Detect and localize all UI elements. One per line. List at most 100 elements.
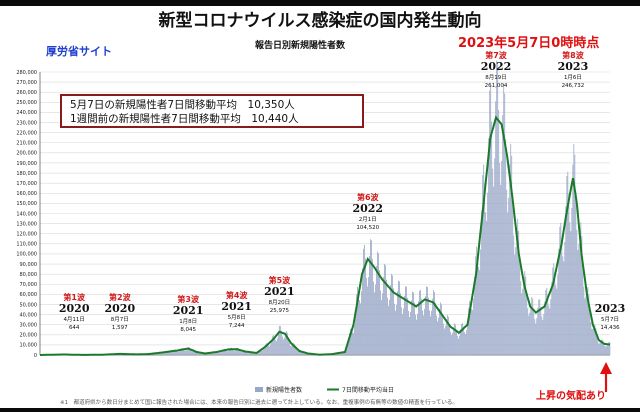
daily-bar [265, 343, 267, 355]
daily-bar [296, 350, 298, 355]
wave-label: 第1波 [63, 292, 86, 302]
y-tick-label: 130,000 [16, 221, 37, 227]
wave-year: 2022 [352, 202, 383, 215]
daily-bar [186, 348, 188, 355]
daily-bar [458, 338, 460, 355]
daily-bar [371, 240, 372, 355]
daily-bar [188, 347, 190, 355]
daily-bar [546, 287, 548, 355]
daily-bar [293, 343, 295, 355]
y-tick-label: 230,000 [16, 120, 37, 126]
legend-bar-swatch [255, 387, 263, 392]
daily-bar [478, 267, 480, 355]
daily-bar [510, 143, 512, 355]
daily-bar [172, 350, 174, 355]
wave-date: 2月1日 [359, 216, 377, 223]
daily-bar [596, 334, 598, 355]
daily-bar [271, 336, 273, 355]
daily-bar [499, 163, 501, 355]
daily-bar [407, 297, 408, 355]
daily-bar [221, 350, 223, 355]
daily-bar [574, 154, 576, 355]
daily-bar [382, 293, 383, 355]
daily-bar [177, 351, 179, 355]
daily-bar [419, 290, 420, 355]
y-tick-label: 170,000 [16, 181, 37, 187]
daily-bar [432, 298, 433, 355]
wave-date: 8月19日 [485, 74, 507, 81]
daily-bar [278, 325, 280, 355]
daily-bar [435, 303, 436, 355]
y-tick-label: 190,000 [16, 161, 37, 167]
daily-bar [237, 348, 239, 355]
daily-bar [194, 350, 196, 355]
y-tick-label: 260,000 [16, 90, 37, 96]
daily-bar [525, 276, 527, 355]
wave-year: 2021 [264, 285, 295, 298]
daily-bar [553, 263, 555, 355]
daily-bar [169, 351, 171, 355]
daily-bar [586, 289, 588, 355]
daily-bar [184, 350, 186, 355]
daily-bar [503, 83, 505, 356]
source-label: 厚労省サイト [46, 45, 112, 58]
daily-bar [409, 317, 410, 355]
daily-bar [543, 313, 545, 355]
daily-bar [576, 229, 578, 355]
wave-date: 1月6日 [564, 74, 582, 81]
daily-bar [289, 345, 291, 355]
daily-bar [555, 285, 557, 355]
daily-bar [301, 351, 303, 355]
daily-bar [399, 281, 400, 355]
y-tick-label: 210,000 [16, 141, 37, 147]
wave-label: 第8波 [562, 50, 585, 60]
daily-bar [211, 352, 213, 355]
wave-label: 第2波 [109, 292, 132, 302]
legend-line-label: 7日間移動平均当日 [342, 386, 394, 394]
wave-year: 2021 [173, 304, 204, 317]
daily-bar [603, 343, 605, 355]
daily-bar [362, 268, 363, 355]
daily-bar [406, 286, 407, 355]
daily-bar [557, 274, 559, 355]
daily-bar [192, 351, 194, 355]
daily-bar [155, 353, 157, 355]
daily-bar [575, 191, 577, 355]
daily-bar [344, 351, 345, 355]
daily-bar [416, 319, 417, 355]
wave-year: 2021 [221, 300, 252, 313]
daily-bar [185, 350, 187, 355]
daily-bar [398, 280, 399, 355]
daily-bar [339, 353, 340, 355]
wave-date: 5月8日 [228, 314, 246, 321]
daily-bar [421, 298, 422, 355]
daily-bar [447, 314, 449, 355]
y-tick-label: 20,000 [20, 333, 38, 339]
daily-bar [509, 164, 511, 355]
daily-bar [175, 350, 177, 355]
daily-bar [480, 249, 482, 355]
daily-bar [539, 299, 541, 355]
daily-bar [299, 350, 301, 355]
daily-bar [372, 258, 373, 355]
y-tick-label: 90,000 [20, 262, 38, 268]
daily-bar [558, 248, 560, 355]
wave-year: 2020 [104, 302, 135, 315]
y-tick-label: 30,000 [20, 322, 38, 328]
daily-bar [156, 353, 158, 355]
y-tick-label: 60,000 [20, 292, 38, 298]
daily-bar [415, 314, 416, 355]
daily-bar [197, 352, 199, 355]
daily-bar [384, 263, 385, 355]
daily-bar [491, 121, 493, 355]
daily-bar [544, 301, 546, 355]
daily-bar [468, 307, 470, 355]
last-week-moving-average: 1週間前の新規陽性者7日間移動平均 10,440人 [70, 113, 299, 125]
daily-bar [531, 296, 533, 355]
daily-bar [369, 255, 370, 355]
daily-bar [401, 307, 402, 355]
daily-bar [249, 352, 251, 355]
daily-bar [255, 353, 257, 355]
